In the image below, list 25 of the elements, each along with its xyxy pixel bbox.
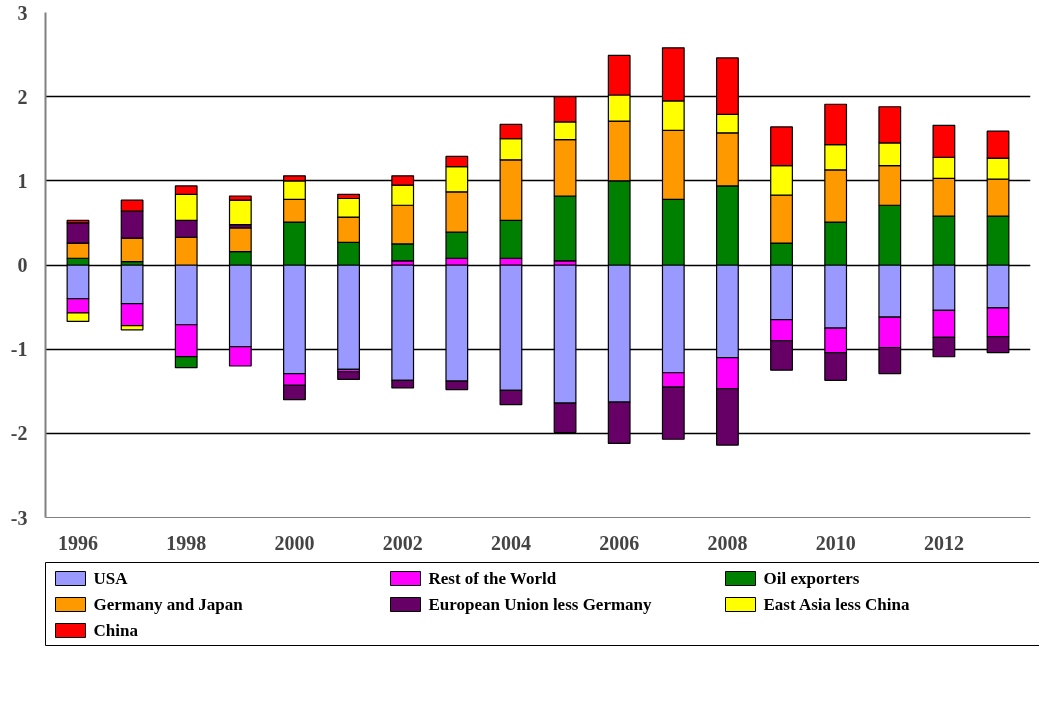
legend-label: Rest of the World — [428, 569, 557, 588]
x-tick-label: 2004 — [490, 531, 531, 554]
legend-label: USA — [93, 569, 129, 588]
y-tick-label: 0 — [17, 254, 28, 276]
x-tick-label: 1998 — [166, 531, 207, 554]
x-tick-label: 2006 — [599, 531, 640, 554]
legend-label: Germany and Japan — [93, 595, 244, 614]
legend-label: East Asia less China — [763, 595, 910, 614]
y-tick-label: -1 — [10, 338, 28, 361]
x-tick-label: 1996 — [57, 531, 98, 554]
legend-label: European Union less Germany — [428, 595, 653, 614]
x-tick-label: 2002 — [382, 531, 423, 554]
x-tick-label: 2010 — [815, 531, 856, 554]
y-tick-label: 3 — [17, 1, 28, 24]
y-tick-label: 2 — [17, 85, 28, 108]
x-tick-label: 2000 — [274, 531, 315, 554]
x-tick-label: 2012 — [923, 531, 964, 554]
y-tick-label: -2 — [10, 422, 28, 445]
x-tick-label: 2008 — [707, 531, 748, 554]
bar — [337, 371, 360, 381]
legend-label: China — [93, 621, 139, 640]
legend-label: Oil exporters — [763, 569, 860, 588]
y-tick-label: 1 — [17, 169, 28, 192]
bar — [228, 199, 252, 226]
y-tick-label: -3 — [10, 506, 28, 529]
